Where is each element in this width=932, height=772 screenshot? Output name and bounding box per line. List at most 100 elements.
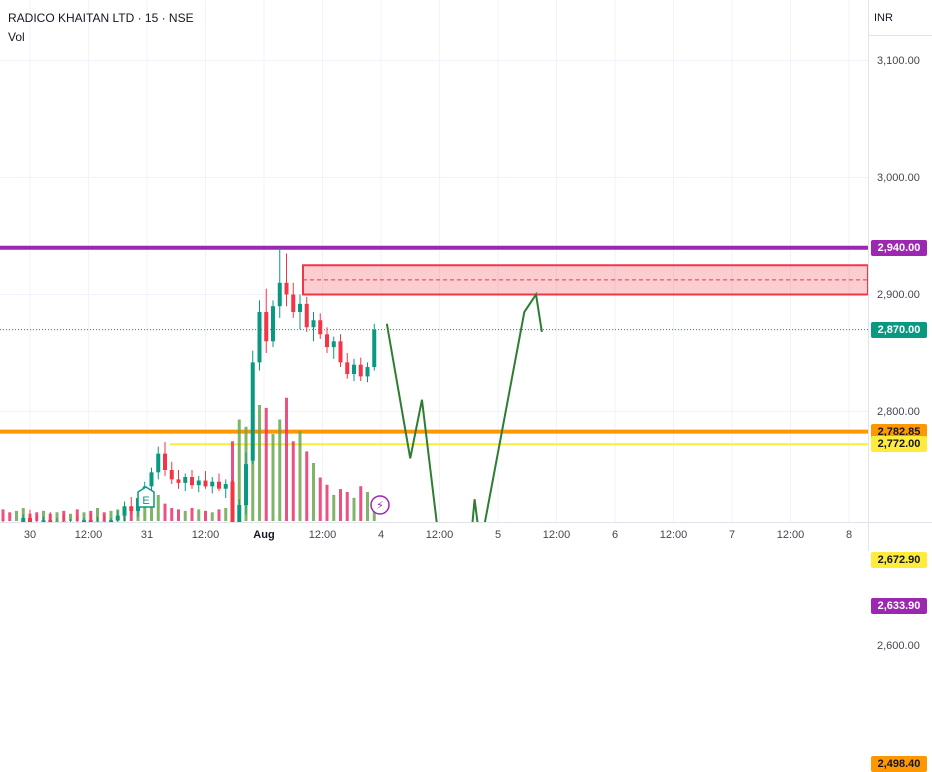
candle-body [372, 329, 377, 368]
candle-body [284, 282, 289, 295]
candle-body [203, 480, 208, 487]
volume-bar [224, 507, 228, 521]
candle-body [129, 506, 134, 511]
volume-bar [129, 507, 133, 521]
earnings-marker-label: E [142, 495, 149, 507]
volume-bar [291, 441, 295, 521]
candle-body [95, 521, 100, 522]
currency-divider [868, 35, 932, 36]
candle-body [102, 521, 107, 522]
chart-canvas[interactable]: E ⚡ [0, 0, 868, 522]
time-tick-11: 12:00 [659, 529, 688, 541]
time-tick-8: 5 [494, 529, 502, 541]
volume-bar [150, 497, 153, 521]
candle-body [41, 520, 46, 522]
price-axis[interactable]: 3,100.003,000.002,900.002,800.002,700.00… [868, 0, 932, 772]
candle-body [291, 294, 296, 313]
axis-corner [868, 522, 932, 551]
volume-bar [8, 512, 12, 521]
candle-body [169, 470, 174, 480]
projection [385, 291, 543, 523]
volume-bar [217, 509, 221, 521]
price-badge-4[interactable]: 2,672.90 [871, 552, 927, 569]
volume-bar [163, 503, 167, 521]
volume-bar [82, 512, 86, 521]
projection-path[interactable] [385, 291, 543, 523]
time-tick-9: 12:00 [542, 529, 571, 541]
volume-bar [318, 477, 322, 521]
volume-bar [352, 497, 356, 521]
candle-body [304, 303, 309, 328]
candle-body [311, 320, 316, 328]
volume-bar [75, 509, 79, 521]
time-tick-7: 12:00 [425, 529, 454, 541]
candle-body [156, 453, 161, 473]
volume-bar [345, 492, 349, 521]
volume-bar [109, 510, 113, 521]
volume-bar [183, 510, 187, 521]
candle-body [244, 464, 248, 506]
earnings-marker[interactable]: E [137, 486, 155, 508]
candle-body [115, 515, 120, 521]
candle-body [190, 477, 194, 486]
volume-bar [258, 405, 261, 521]
price-badge-3[interactable]: 2,772.00 [871, 436, 927, 453]
price-tick-3: 2,800.00 [877, 405, 920, 418]
volume-bar [332, 494, 336, 521]
volume-bar [15, 510, 18, 521]
candle-body [345, 362, 350, 375]
price-badge-1[interactable]: 2,870.00 [871, 321, 927, 338]
candle-body [264, 312, 269, 342]
candle-body [109, 520, 113, 522]
candle-body [163, 453, 167, 470]
dividend-marker[interactable]: ⚡ [370, 495, 390, 515]
candle-body [48, 520, 53, 522]
volume-bar [204, 510, 207, 521]
candle-body [230, 481, 235, 522]
candle-body [82, 520, 86, 522]
price-badge-5[interactable]: 2,633.90 [871, 597, 927, 614]
candle-body [325, 334, 329, 348]
time-tick-12: 7 [728, 529, 736, 541]
time-axis[interactable]: 30 12:00 31 12:00 Aug 12:00 4 12:00 5 12:00 6 12:00… [0, 522, 868, 551]
price-badge-2[interactable]: 2,782.85 [871, 423, 927, 440]
volume-bar [237, 419, 241, 521]
event-markers: E ⚡ [137, 486, 390, 515]
time-tick-5: 12:00 [308, 529, 337, 541]
volume-bar [264, 407, 268, 521]
volume-bar [55, 512, 59, 521]
volume-bar [156, 494, 160, 521]
grid [0, 0, 868, 522]
candle-body [331, 341, 336, 348]
volume-bar [197, 509, 201, 521]
candle-body [250, 362, 255, 461]
volume-bar [96, 507, 99, 521]
volume-bar [325, 484, 329, 521]
price-badge-0[interactable]: 2,940.00 [871, 239, 927, 256]
candle-body [365, 367, 370, 377]
volume-indicator-label[interactable]: Vol [8, 30, 25, 44]
volume-bar [190, 507, 194, 521]
volume-bars [1, 390, 376, 521]
candle-body [28, 517, 32, 522]
time-tick-3: 12:00 [191, 529, 220, 541]
candle-body [196, 480, 201, 486]
volume-bar [366, 492, 369, 521]
candle-body [88, 520, 93, 522]
volume-bar [298, 431, 302, 521]
candle-body [21, 517, 26, 522]
symbol-title[interactable]: RADICO KHAITAN LTD · 15 · NSE [8, 11, 194, 25]
chart-pane[interactable]: E ⚡ RADICO KHAITAN LTD · 15 · NSE Vol [0, 0, 868, 522]
candle-body [149, 472, 154, 487]
candle-body [352, 364, 356, 375]
volume-bar [278, 419, 282, 521]
candle-body [338, 341, 343, 363]
currency-label[interactable]: INR [874, 12, 893, 24]
volume-bar [359, 486, 363, 521]
volume-bar [143, 500, 147, 521]
volume-bar [312, 463, 315, 521]
time-tick-2: 31 [140, 529, 154, 541]
candle-body [61, 521, 66, 522]
time-tick-4: Aug [253, 529, 275, 541]
price-badge-6[interactable]: 2,498.40 [871, 756, 927, 772]
